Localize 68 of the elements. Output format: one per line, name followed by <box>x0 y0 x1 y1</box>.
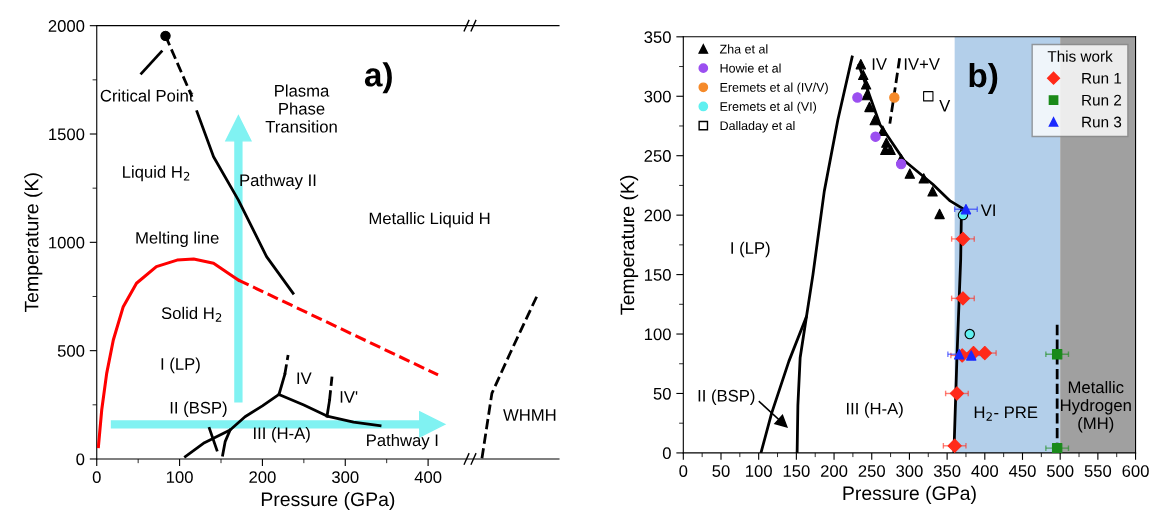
annotation: V <box>939 99 951 112</box>
annotation: Metallic Hydrogen (MH) <box>1061 381 1131 433</box>
x-tick-label: 450 <box>1008 465 1036 477</box>
y-tick-label: 500 <box>57 345 85 357</box>
annotation: I (LP) <box>731 241 770 258</box>
y-tick-label: 250 <box>644 150 671 162</box>
annotation: IV <box>297 372 312 384</box>
annotation: I (LP) <box>161 357 200 374</box>
x-tick-label: 50 <box>712 465 730 477</box>
annotation: Pathway II <box>240 173 316 190</box>
legend-label: Eremets et al (IV/V) <box>720 82 828 95</box>
y-tick-label: 2000 <box>48 20 85 32</box>
y-tick-label: 300 <box>644 90 671 103</box>
y-tick-label: 200 <box>644 209 671 222</box>
annotation: IV' <box>340 391 358 403</box>
annotation: III (H-A) <box>846 402 903 418</box>
x-axis-title: Pressure (GPa) <box>843 485 976 504</box>
legend-label: Run 2 <box>1082 94 1122 106</box>
legend-label: Run 3 <box>1082 116 1122 128</box>
y-axis-title: Temperature (K) <box>24 173 43 313</box>
annotation: Melting line <box>136 231 219 248</box>
legend-label: Zha et al <box>719 44 768 54</box>
text: a) <box>364 62 392 94</box>
x-tick-label: 200 <box>821 465 848 477</box>
x-tick-label: 500 <box>1046 465 1074 477</box>
x-tick-label: 600 <box>1122 465 1149 477</box>
y-tick-label: 0 <box>76 453 85 466</box>
y-tick-label: 50 <box>653 387 671 400</box>
x-tick-label: 300 <box>332 471 359 484</box>
x-tick-label: 400 <box>971 465 999 477</box>
x-tick-label: 100 <box>166 471 193 484</box>
y-tick-label: 150 <box>644 268 671 281</box>
x-tick-label: 100 <box>746 465 772 477</box>
annotation: Metallic Liquid H <box>369 212 490 228</box>
legend-title: This work <box>1047 50 1113 62</box>
y-axis-title: Temperature (K) <box>620 175 639 315</box>
annotation: IV+V <box>904 58 940 70</box>
legend-label: Howie et al <box>720 63 781 73</box>
annotation: III (H-A) <box>254 426 310 443</box>
x-tick-label: 0 <box>92 471 101 484</box>
x-tick-label: 350 <box>933 465 961 477</box>
legend-label: Eremets et al (VI) <box>720 101 817 114</box>
x-tick-label: 0 <box>679 465 688 477</box>
legend-label: Run 1 <box>1082 73 1122 84</box>
annotation: H$_{2}$- PRE <box>974 406 1038 421</box>
x-tick-label: 400 <box>414 471 442 484</box>
annotation: IV <box>872 58 887 70</box>
y-tick-label: 1500 <box>49 128 85 141</box>
annotation: Liquid H$_{2}$ <box>123 165 190 182</box>
y-tick-label: 0 <box>662 447 671 460</box>
annotation: VI <box>980 204 995 216</box>
y-tick-label: 100 <box>644 328 671 341</box>
x-tick-label: 200 <box>249 471 276 484</box>
annotation: Pathway I <box>367 433 438 450</box>
annotation: II (BSP) <box>170 401 227 417</box>
x-tick-label: 550 <box>1084 465 1112 477</box>
x-tick-label: 150 <box>783 465 810 477</box>
legend-label: Dalladay et al <box>720 120 795 133</box>
annotation: II (BSP) <box>698 389 755 405</box>
x-axis-title: Pressure (GPa) <box>261 491 395 510</box>
x-tick-label: 250 <box>858 465 885 477</box>
y-tick-label: 1000 <box>49 236 85 249</box>
x-tick-label: 300 <box>896 465 923 477</box>
text: b) <box>969 62 998 94</box>
annotation: Solid H$_{2}$ <box>161 306 222 322</box>
annotation: WHMH <box>503 409 556 421</box>
y-tick-label: 350 <box>644 31 671 44</box>
annotation: Plasma Phase Transition <box>265 84 337 133</box>
